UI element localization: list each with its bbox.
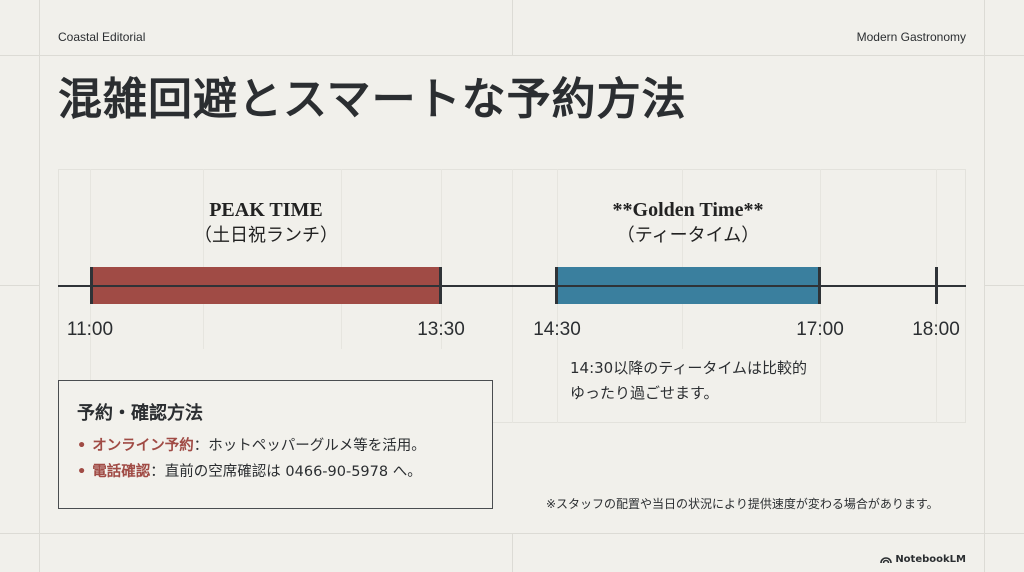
- notebooklm-logo-icon: [880, 557, 893, 564]
- tick-label-1700: 17:00: [796, 319, 844, 340]
- grid-line: [341, 169, 342, 349]
- end-tick: [935, 267, 938, 304]
- grid-line: [441, 169, 442, 349]
- grid-line: [0, 533, 1024, 534]
- tick-label-1430: 14:30: [533, 319, 581, 340]
- timeline-axis: [58, 285, 966, 287]
- grid-line: [0, 55, 1024, 56]
- bullet-icon: •: [77, 464, 87, 480]
- header-left-label: Coastal Editorial: [58, 30, 146, 44]
- grid-line: [984, 285, 1024, 286]
- golden-time-title: **Golden Time**: [612, 199, 764, 221]
- grid-line: [203, 169, 204, 349]
- brand-label: NotebookLM: [895, 554, 966, 565]
- grid-line: [512, 169, 513, 423]
- list-item: • オンライン予約：ホットペッパーグルメ等を活用。: [77, 433, 492, 459]
- tick-label-1330: 13:30: [417, 319, 465, 340]
- grid-line: [39, 0, 40, 572]
- grid-line: [0, 285, 39, 286]
- bullet-icon: •: [77, 438, 87, 454]
- peak-time-subtitle: （土日祝ランチ）: [194, 225, 338, 246]
- reservation-info-box: 予約・確認方法 • オンライン予約：ホットペッパーグルメ等を活用。 • 電話確認：直…: [58, 380, 493, 509]
- golden-time-label: **Golden Time** （ティータイム）: [613, 197, 764, 249]
- peak-time-label: PEAK TIME （土日祝ランチ）: [194, 197, 338, 249]
- grid-line: [512, 0, 513, 55]
- golden-time-subtitle: （ティータイム）: [616, 225, 760, 246]
- tea-time-note: 14:30以降のティータイムは比較的ゆったり過ごせます。: [570, 359, 808, 402]
- tick-label-1800: 18:00: [912, 319, 960, 340]
- header-right-label: Modern Gastronomy: [856, 30, 966, 44]
- tick-label-1100: 11:00: [66, 319, 114, 340]
- list-item: • 電話確認：直前の空席確認は 0466-90-5978 へ。: [77, 459, 492, 485]
- footnote: ※スタッフの配置や当日の状況により提供速度が変わる場合があります。: [546, 497, 939, 511]
- reservation-method-list: • オンライン予約：ホットペッパーグルメ等を活用。 • 電話確認：直前の空席確認は …: [77, 433, 492, 485]
- grid-line: [682, 169, 683, 349]
- page-title: 混雑回避とスマートな予約方法: [58, 74, 687, 125]
- online-reservation-text: ：ホットペッパーグルメ等を活用。: [193, 438, 426, 454]
- reservation-info-heading: 予約・確認方法: [77, 403, 203, 424]
- phone-confirm-key: 電話確認: [92, 464, 151, 480]
- online-reservation-key: オンライン予約: [92, 438, 194, 454]
- phone-confirm-text: ：直前の空席確認は 0466-90-5978 へ。: [150, 464, 422, 480]
- peak-time-title: PEAK TIME: [209, 199, 323, 221]
- notebooklm-brand: NotebookLM: [880, 554, 966, 565]
- grid-line: [512, 533, 513, 572]
- grid-line: [984, 0, 985, 572]
